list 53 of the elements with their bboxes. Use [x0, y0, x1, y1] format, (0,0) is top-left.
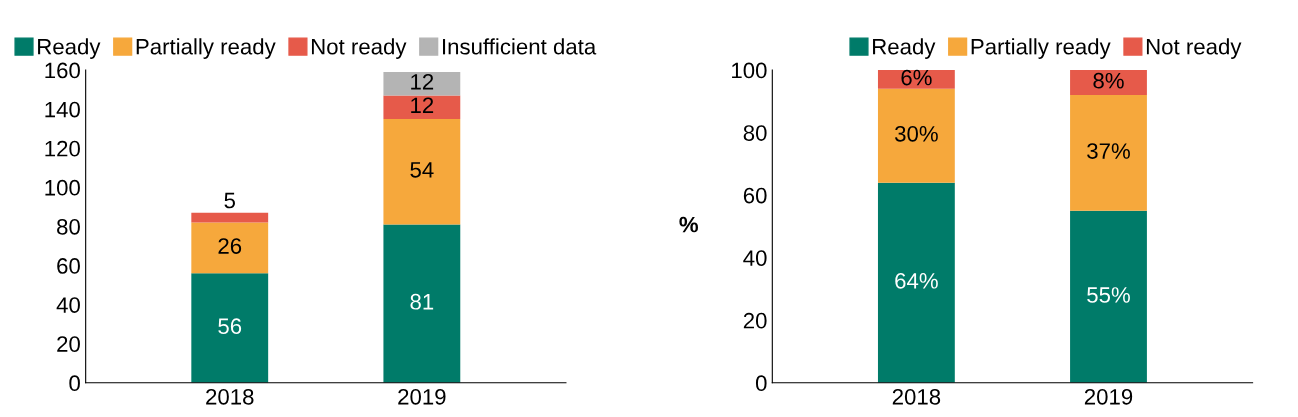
legend-label: Partially ready — [971, 38, 1111, 59]
legend-label: Ready — [873, 38, 936, 59]
data-label: 5 — [224, 192, 235, 209]
x-tick-label: 2018 — [892, 388, 941, 405]
data-label: 37% — [1087, 143, 1130, 159]
bar — [383, 72, 461, 96]
y-axis-title: % — [679, 216, 698, 233]
bar — [191, 212, 269, 223]
data-label: 26 — [218, 238, 242, 254]
data-label: 55% — [1087, 287, 1130, 303]
bar — [1070, 95, 1147, 211]
y-tick-label: 20 — [57, 336, 80, 352]
legend-label: Not ready — [311, 38, 407, 59]
y-tick-label: 80 — [57, 218, 80, 235]
data-label: 12 — [411, 97, 434, 113]
y-tick-label: 100 — [45, 179, 80, 196]
y-tick-label: 40 — [56, 297, 80, 313]
legend-label: Insufficient data — [442, 38, 597, 55]
legend-label: Ready — [38, 38, 101, 59]
bar — [191, 222, 269, 274]
data-label: 12 — [411, 73, 434, 90]
y-tick-label: 120 — [45, 140, 80, 157]
bar — [383, 95, 461, 119]
bar — [1070, 70, 1147, 96]
y-tick-label: 60 — [57, 258, 80, 274]
data-label: 81 — [410, 293, 434, 310]
data-label: 56 — [218, 318, 242, 335]
y-tick-label: 80 — [743, 125, 767, 141]
data-label: 8% — [1093, 72, 1124, 89]
y-tick-label: 0 — [69, 375, 80, 392]
y-tick-label: 140 — [45, 101, 80, 118]
data-label: 6% — [901, 69, 932, 86]
bar — [383, 118, 461, 225]
y-tick-label: 0 — [755, 375, 767, 392]
data-label: 30% — [895, 125, 938, 142]
y-tick-label: 100 — [732, 62, 767, 79]
y-tick-label: 20 — [743, 312, 767, 329]
bar — [191, 273, 269, 383]
legend-label: Partially ready — [136, 38, 276, 59]
y-tick-label: 40 — [743, 250, 767, 266]
bar — [383, 224, 461, 383]
x-tick-label: 2019 — [1084, 388, 1133, 405]
y-tick-label: 60 — [743, 187, 767, 204]
legend-label: Not ready — [1146, 38, 1242, 59]
y-tick-label: 160 — [45, 62, 80, 79]
bar — [877, 182, 955, 383]
bar — [877, 88, 955, 183]
data-label: 64% — [895, 272, 938, 289]
data-label: 54 — [410, 162, 434, 178]
x-tick-label: 2019 — [398, 388, 446, 405]
bar — [877, 70, 955, 89]
x-tick-label: 2018 — [206, 388, 254, 405]
bar — [1070, 210, 1147, 383]
